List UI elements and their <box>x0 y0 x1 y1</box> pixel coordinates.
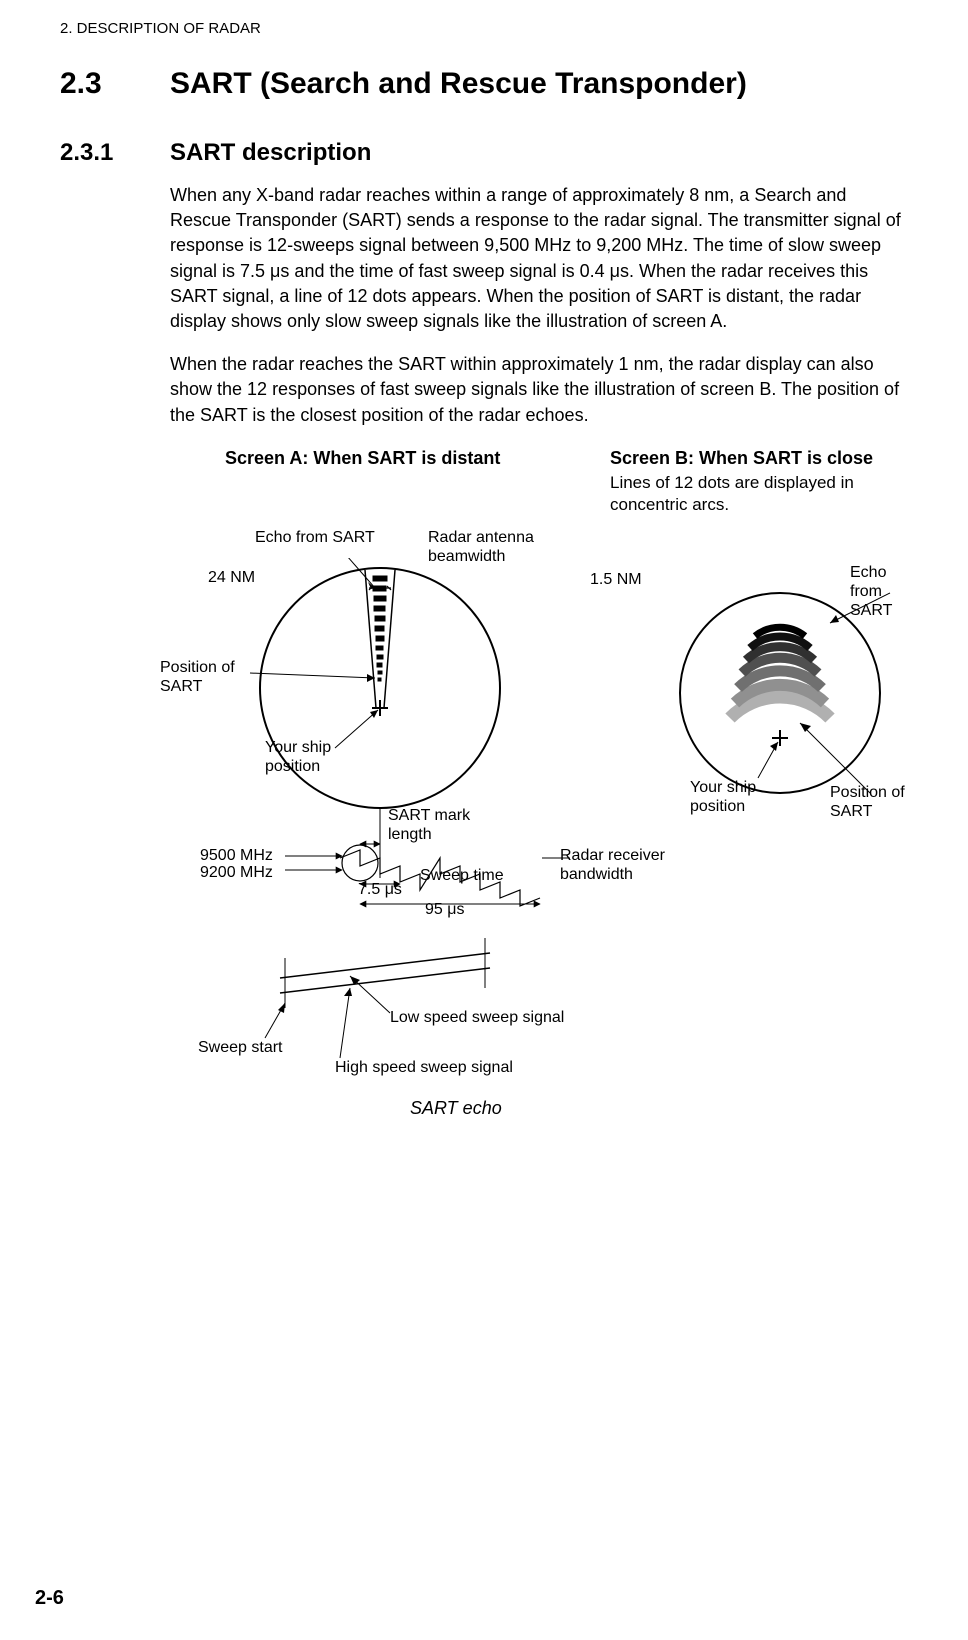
label-sweep-start: Sweep start <box>198 1038 282 1057</box>
label-ship-a: Your ship position <box>265 738 331 776</box>
section-title: SART (Search and Rescue Transponder) <box>170 67 747 100</box>
label-rx-bw: Radar receiver bandwidth <box>560 846 665 884</box>
label-low-sig: Low speed sweep signal <box>390 1008 564 1027</box>
page-number: 2-6 <box>35 1587 64 1610</box>
label-sart-mark: SART mark length <box>388 806 470 844</box>
screen-b-title: Screen B: When SART is close <box>610 448 873 469</box>
label-high-sig: High speed sweep signal <box>335 1058 513 1077</box>
label-sweep-time: Sweep time <box>420 866 504 885</box>
label-echo-a: Echo from SART <box>255 528 375 547</box>
figure-caption: SART echo <box>410 1098 502 1119</box>
subsection-heading: 2.3.1SART description <box>60 139 908 167</box>
paragraph-2: When the radar reaches the SART within a… <box>170 352 908 428</box>
label-95us: 95 μs <box>425 900 464 919</box>
subsection-title: SART description <box>170 139 371 166</box>
label-echo-b: Echo from SART <box>850 563 908 621</box>
section-number: 2.3 <box>60 67 170 101</box>
label-range-a: 24 NM <box>208 568 255 587</box>
label-beamwidth: Radar antenna beamwidth <box>428 528 534 566</box>
label-position-b: Position of SART <box>830 783 905 821</box>
label-7-5us: 7.5 μs <box>358 880 402 899</box>
paragraph-1: When any X-band radar reaches within a r… <box>170 183 908 334</box>
label-ship-b: Your ship position <box>690 778 756 816</box>
label-range-b: 1.5 NM <box>590 570 642 589</box>
subsection-number: 2.3.1 <box>60 139 170 167</box>
screen-b-subtitle: Lines of 12 dots are displayed in concen… <box>610 472 930 516</box>
label-position-a: Position of SART <box>160 658 235 696</box>
screen-a-title: Screen A: When SART is distant <box>225 448 500 469</box>
section-heading: 2.3SART (Search and Rescue Transponder) <box>60 67 908 101</box>
label-9200: 9200 MHz <box>200 863 273 882</box>
chapter-header: 2. DESCRIPTION OF RADAR <box>60 20 908 37</box>
sart-diagram: Screen A: When SART is distant Screen B:… <box>170 448 908 1168</box>
